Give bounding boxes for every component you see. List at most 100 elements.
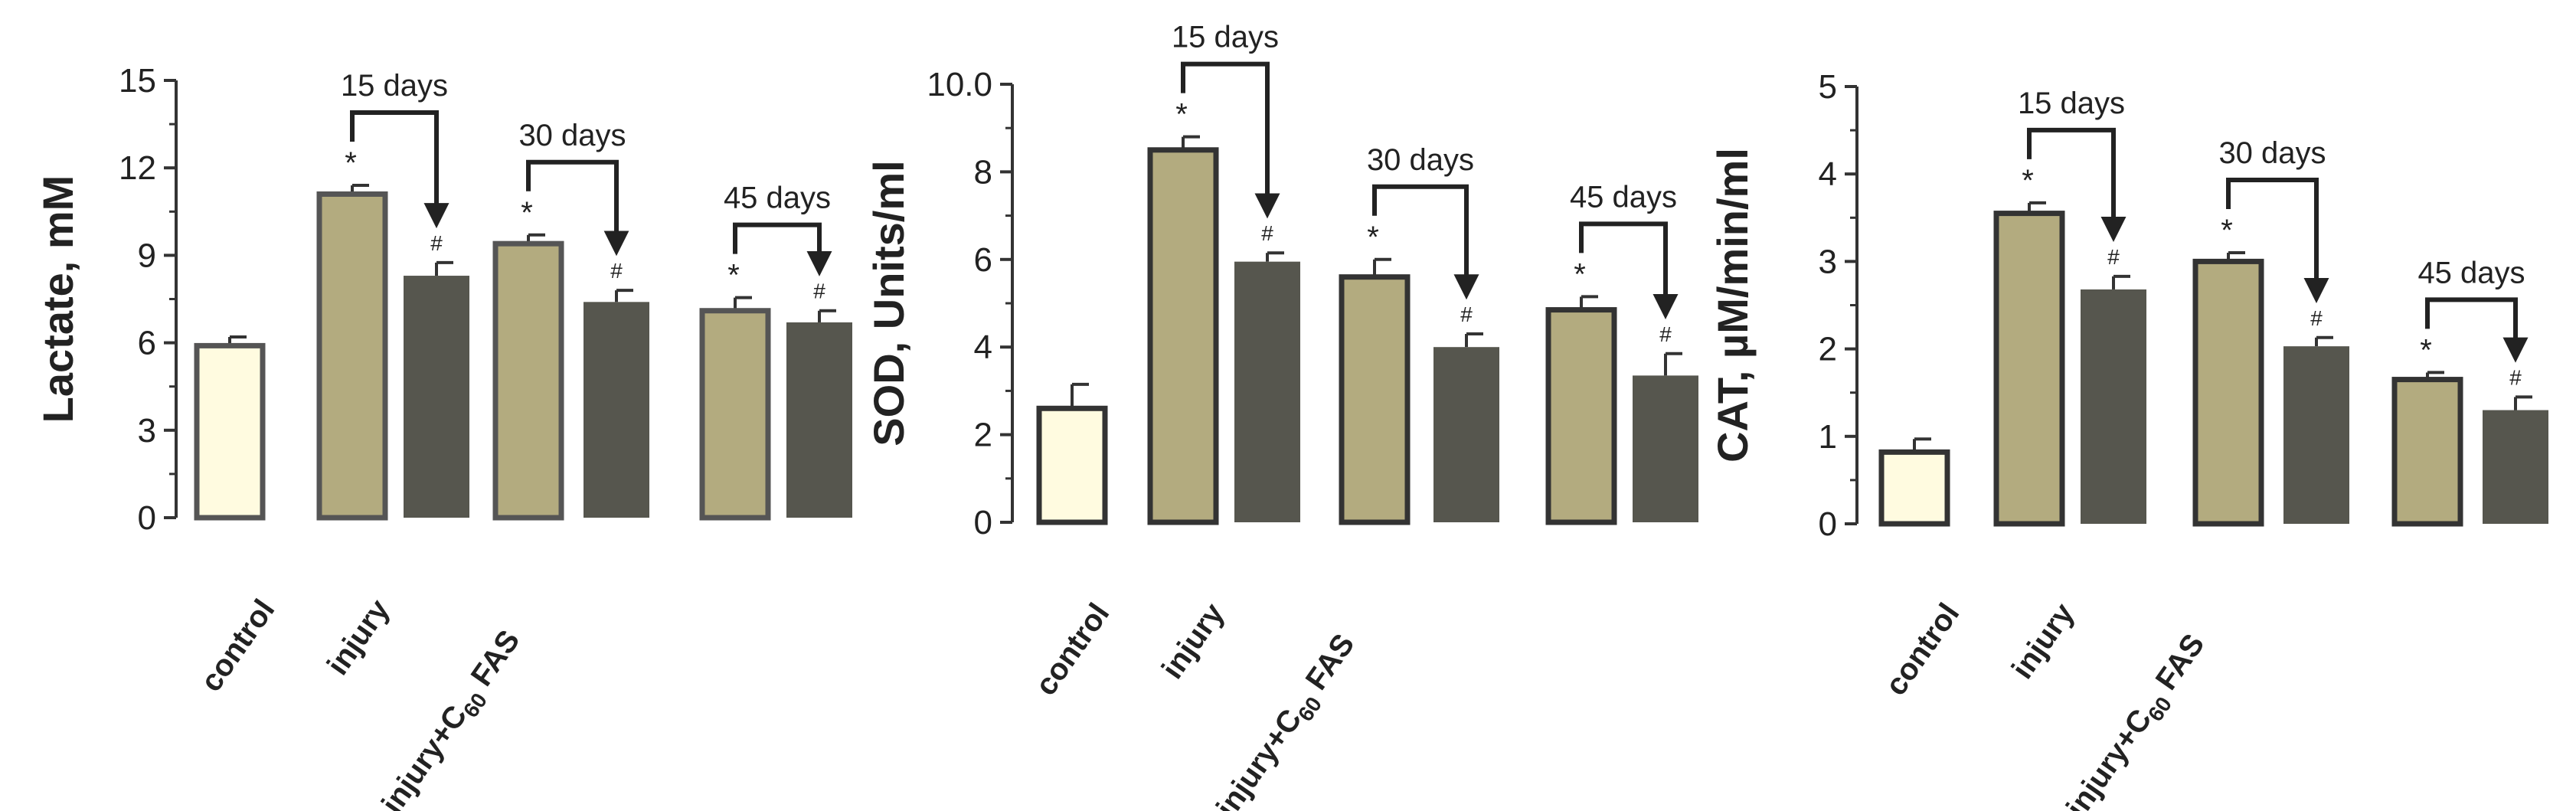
chart-panel-1: 0 3 6 9 12 15 Lactate, mM * #15 days * #30 days * #4…	[34, 62, 852, 811]
y-tick-label: 1	[1819, 418, 1837, 456]
injury-c60-fas-bar	[786, 322, 852, 518]
arrow-bracket	[526, 159, 629, 257]
period-label: 30 days	[518, 119, 626, 152]
category-label-text: control	[1879, 597, 1966, 701]
y-axis-title: SOD, Units/ml	[865, 160, 913, 446]
injury-c60-fas-bar	[584, 302, 649, 518]
y-axis-title: Lactate, mM	[34, 175, 82, 423]
arrow-bracket	[1579, 221, 1679, 319]
injury-bar	[492, 240, 564, 521]
injury-c60-fas-bar	[404, 276, 469, 518]
period-label: 45 days	[724, 181, 831, 215]
injury-bar	[699, 308, 771, 521]
control-bar	[1878, 449, 1950, 527]
injury-bar	[2391, 377, 2463, 527]
category-label-text: injury+C	[2060, 703, 2158, 811]
significance-star: *	[727, 259, 740, 293]
arrow-bracket	[733, 222, 832, 276]
treated-error-bar	[2315, 335, 2333, 347]
chart-panel-2: 0 2 4 6 8 10.0 SOD, Units/ml * #15 days * #30 days…	[865, 21, 1698, 811]
injury-c60-fas-bar	[2483, 410, 2548, 524]
y-tick-label: 8	[974, 153, 992, 191]
injury-bar	[1147, 147, 1219, 525]
significance-hash: #	[1659, 322, 1672, 346]
period-label: 30 days	[2218, 136, 2326, 170]
significance-star: *	[1367, 221, 1379, 254]
treated-error-bar	[615, 289, 633, 302]
y-tick-label: 6	[974, 241, 992, 279]
treated-error-bar	[1664, 352, 1682, 376]
period-label: 15 days	[341, 69, 448, 103]
significance-hash: #	[2310, 306, 2323, 330]
injury-c60-fas-bar	[1433, 347, 1499, 522]
period-arrow-3: 45 days	[1570, 180, 1679, 319]
category-label-injury-c60-fas: injury+C60 FAS	[1210, 628, 1365, 811]
injury-c60-fas-bar	[2283, 346, 2349, 524]
treated-error-bar	[818, 309, 836, 322]
category-label-injury-c60-fas: injury+C60 FAS	[2060, 628, 2215, 811]
treated-error-bar	[2514, 395, 2532, 410]
category-label-text: injury+C	[1210, 703, 1308, 811]
y-tick-label: 12	[119, 149, 156, 187]
period-arrow-2: 30 days	[2218, 136, 2329, 303]
period-arrow-2: 30 days	[518, 119, 629, 257]
treated-error-bar	[435, 260, 453, 276]
arrow-bracket	[1372, 184, 1479, 300]
period-arrow-1: 15 days	[2018, 87, 2127, 243]
period-label: 45 days	[2417, 256, 2525, 289]
significance-hash: #	[430, 231, 443, 255]
injury-error-bar	[1373, 257, 1391, 277]
arrow-bracket	[1181, 61, 1280, 219]
significance-star: *	[345, 146, 357, 180]
control-bar	[194, 342, 266, 521]
significance-star: *	[1175, 98, 1188, 132]
significance-hash: #	[813, 280, 825, 303]
injury-c60-fas-bar	[1234, 261, 1300, 522]
period-arrow-2: 30 days	[1367, 143, 1479, 300]
period-arrow-1: 15 days	[1172, 21, 1280, 219]
period-label: 45 days	[1570, 180, 1677, 214]
significance-star: *	[2420, 333, 2432, 367]
y-tick-label: 10.0	[927, 66, 992, 103]
arrow-bracket	[2027, 127, 2127, 243]
y-tick-label: 2	[974, 417, 992, 454]
chart-panel-3: 0 1 2 3 4 5 CAT, µM/min/ml * #15 days * #30 days * #…	[1708, 68, 2548, 811]
significance-star: *	[2221, 214, 2233, 247]
period-label: 15 days	[2018, 87, 2125, 120]
category-label-injury-c60-fas: injury+C60 FAS	[375, 624, 531, 811]
arrow-bracket	[2425, 297, 2529, 363]
significance-hash: #	[610, 259, 623, 283]
category-label-tail: FAS	[1294, 628, 1361, 703]
category-label-tail: FAS	[2144, 628, 2211, 703]
significance-star: *	[2022, 164, 2034, 198]
y-tick-label: 4	[1819, 155, 1837, 193]
y-tick-label: 0	[974, 504, 992, 541]
treated-error-bar	[1465, 332, 1483, 348]
y-tick-label: 4	[974, 329, 992, 366]
y-tick-label: 2	[1819, 331, 1837, 368]
significance-hash: #	[1460, 302, 1473, 326]
injury-bar	[2192, 258, 2264, 527]
period-arrow-3: 45 days	[724, 181, 832, 276]
injury-bar	[1545, 307, 1617, 525]
treated-error-bar	[1266, 251, 1284, 262]
injury-bar	[316, 191, 388, 521]
period-label: 15 days	[1172, 21, 1279, 54]
significance-star: *	[1574, 257, 1586, 291]
category-label-text: control	[195, 594, 282, 698]
category-label-text: injury	[1156, 597, 1231, 685]
control-error-bar	[1071, 382, 1089, 409]
arrow-bracket	[350, 110, 449, 229]
category-label-text: injury	[2006, 597, 2081, 685]
y-tick-label: 6	[138, 325, 156, 362]
y-axis-title: CAT, µM/min/ml	[1708, 148, 1757, 463]
category-label-text: injury	[321, 593, 397, 681]
injury-c60-fas-bar	[2081, 289, 2146, 524]
y-tick-label: 9	[138, 237, 156, 274]
significance-hash: #	[2509, 365, 2522, 389]
period-arrow-1: 15 days	[341, 69, 449, 229]
arrow-bracket	[2226, 177, 2329, 303]
y-tick-label: 0	[138, 499, 156, 537]
injury-bar	[1339, 274, 1411, 525]
